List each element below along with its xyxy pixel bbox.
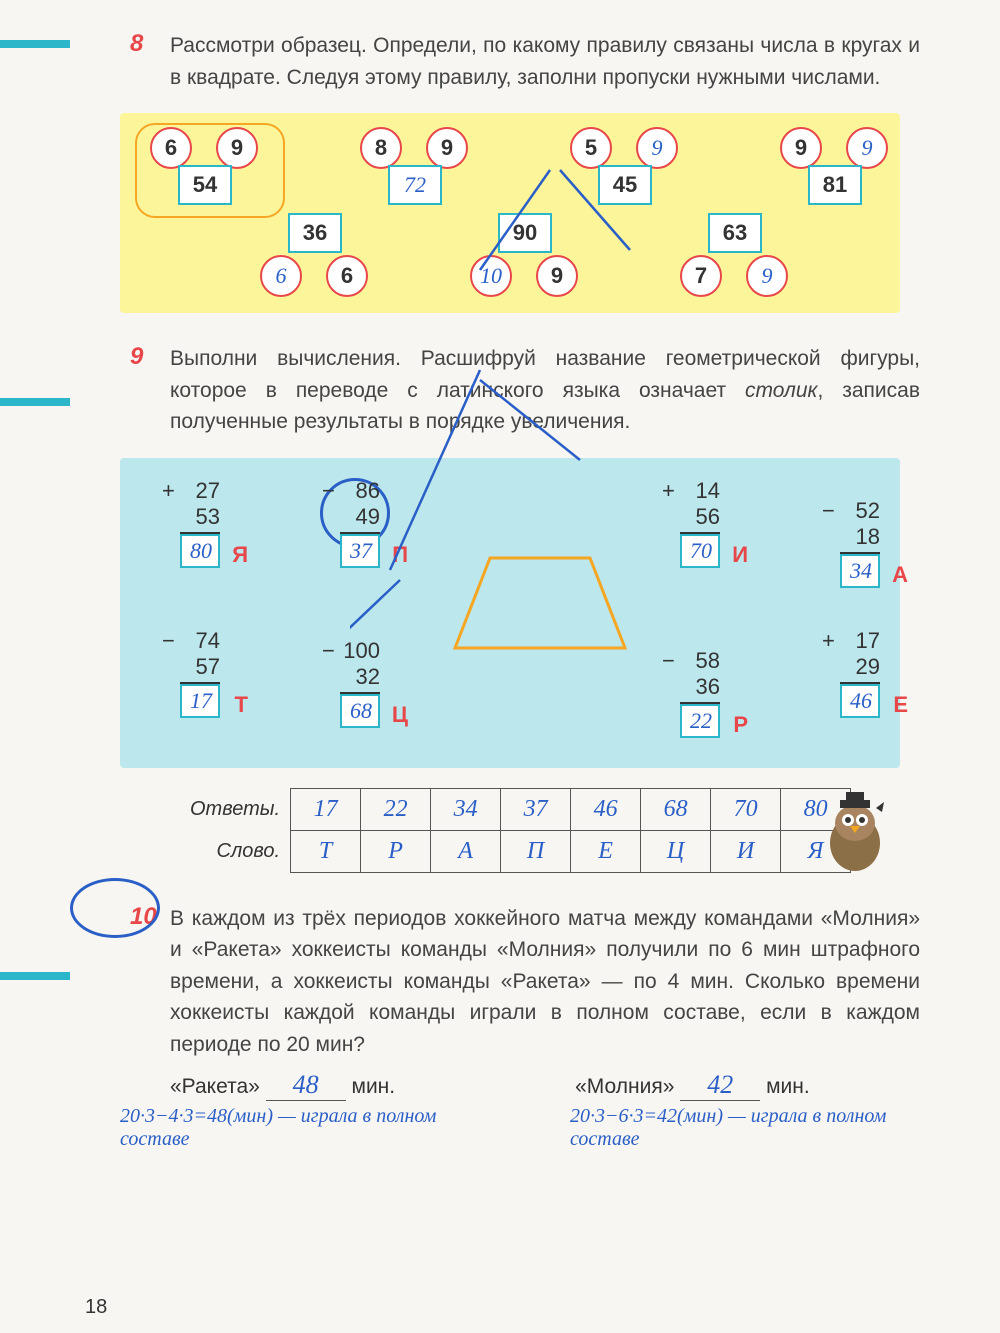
task10-answers: «Ракета» 48 мин. «Молния» 42 мин. bbox=[170, 1070, 960, 1101]
page-number: 18 bbox=[85, 1296, 107, 1319]
circle: 6 bbox=[150, 127, 192, 169]
circle: 9 bbox=[846, 127, 888, 169]
circle: 7 bbox=[680, 255, 722, 297]
letter-cell: Ц bbox=[641, 830, 711, 872]
hw-note1: 20·3−4·3=48(мин) — играла в полном соста… bbox=[120, 1105, 510, 1151]
raketa-unit: мин. bbox=[352, 1075, 396, 1098]
circle: 9 bbox=[536, 255, 578, 297]
word-label: Слово. bbox=[190, 830, 291, 872]
letter-cell: А bbox=[431, 830, 501, 872]
calc: + 14 56 70 И bbox=[680, 478, 720, 568]
task9-text: Выполни вычисления. Расшифруй название г… bbox=[170, 343, 920, 438]
calc: − 52 18 34 А bbox=[840, 498, 880, 588]
pen-oval bbox=[70, 878, 160, 938]
molniya-unit: мин. bbox=[766, 1075, 810, 1098]
calc: + 27 53 80 Я bbox=[180, 478, 220, 568]
molniya-value: 42 bbox=[680, 1070, 760, 1101]
square: 36 bbox=[288, 213, 342, 253]
square: 72 bbox=[388, 165, 442, 205]
calc: − 100 32 68 Ц bbox=[340, 638, 380, 728]
circle: 9 bbox=[216, 127, 258, 169]
circle: 5 bbox=[570, 127, 612, 169]
task8-text: Рассмотри образец. Определи, по какому п… bbox=[170, 30, 920, 93]
circle: 9 bbox=[636, 127, 678, 169]
owl-icon bbox=[820, 788, 890, 878]
task8-panel: 6 9 548 9 725 9 459 9 81 36 6 690 10 963… bbox=[120, 113, 900, 313]
molniya-label: «Молния» bbox=[575, 1075, 674, 1098]
answer-cell: 22 bbox=[361, 788, 431, 830]
square: 54 bbox=[178, 165, 232, 205]
circle: 9 bbox=[426, 127, 468, 169]
trapezoid-shape bbox=[450, 548, 630, 658]
answer-table: Ответы. 1722343746687080 Слово. ТРАПЕЦИЯ bbox=[190, 788, 851, 873]
circle: 9 bbox=[746, 255, 788, 297]
raketa-label: «Ракета» bbox=[170, 1075, 260, 1098]
task9-num: 9 bbox=[130, 343, 143, 371]
letter-cell: П bbox=[501, 830, 571, 872]
letter-cell: Р bbox=[361, 830, 431, 872]
circle: 6 bbox=[260, 255, 302, 297]
circle: 9 bbox=[780, 127, 822, 169]
square: 90 bbox=[498, 213, 552, 253]
answer-cell: 70 bbox=[711, 788, 781, 830]
answers-label: Ответы. bbox=[190, 788, 291, 830]
answer-cell: 17 bbox=[291, 788, 361, 830]
square: 45 bbox=[598, 165, 652, 205]
answer-cell: 34 bbox=[431, 788, 501, 830]
calc: + 17 29 46 Е bbox=[840, 628, 880, 718]
t9it: столик bbox=[745, 379, 817, 402]
raketa-value: 48 bbox=[266, 1070, 346, 1101]
task10-text: В каждом из трёх периодов хоккейного мат… bbox=[170, 903, 920, 1061]
letter-cell: И bbox=[711, 830, 781, 872]
calc: − 86 49 37 П bbox=[340, 478, 380, 568]
calc: − 58 36 22 Р bbox=[680, 648, 720, 738]
calc: − 74 57 17 Т bbox=[180, 628, 220, 718]
circle: 8 bbox=[360, 127, 402, 169]
circle: 6 bbox=[326, 255, 368, 297]
square: 81 bbox=[808, 165, 862, 205]
letter-cell: Т bbox=[291, 830, 361, 872]
answer-cell: 37 bbox=[501, 788, 571, 830]
hw-note2: 20·3−6·3=42(мин) — играла в полном соста… bbox=[570, 1105, 960, 1151]
answer-cell: 68 bbox=[641, 788, 711, 830]
square: 63 bbox=[708, 213, 762, 253]
task9-panel: + 27 53 80 Я − 86 49 37 П + 14 56 70 И −… bbox=[120, 458, 900, 768]
circle: 10 bbox=[470, 255, 512, 297]
answer-cell: 46 bbox=[571, 788, 641, 830]
task8-num: 8 bbox=[130, 30, 143, 58]
letter-cell: Е bbox=[571, 830, 641, 872]
